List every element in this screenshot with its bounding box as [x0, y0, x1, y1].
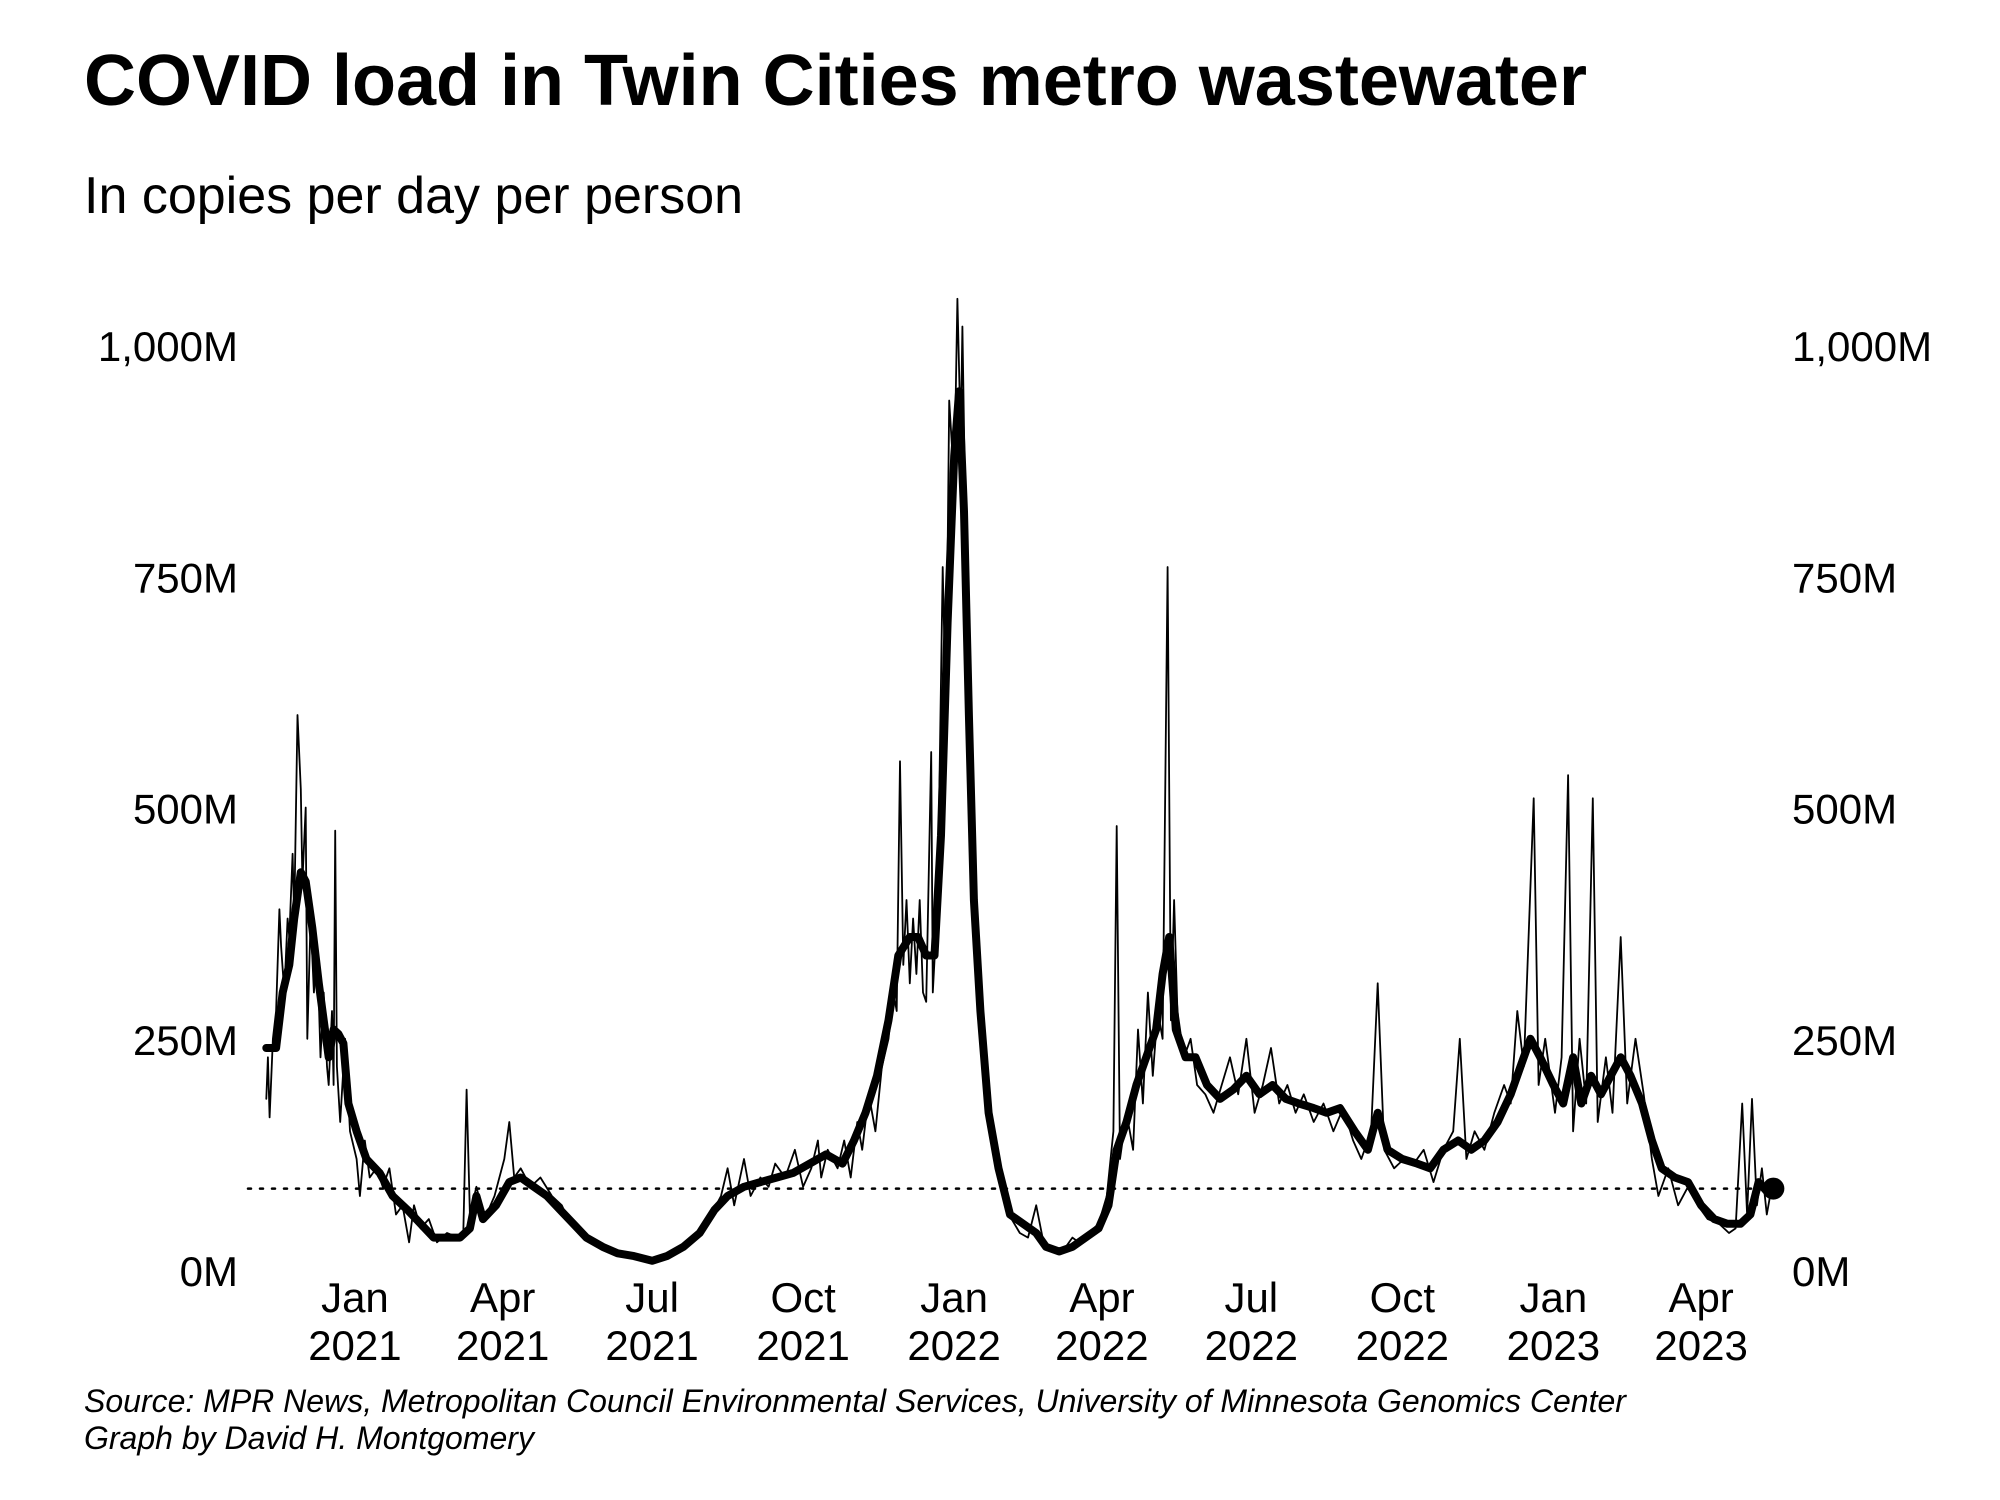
- x-tick-year: 2021: [456, 1322, 549, 1369]
- end-point-marker: [1762, 1177, 1785, 1200]
- x-tick-year: 2022: [1205, 1322, 1298, 1369]
- x-tick-label: Jul 2021: [605, 1274, 698, 1369]
- y-axis-left: 0M 250M 500M 750M 1,000M: [98, 323, 238, 1295]
- source-note: Source: MPR News, Metropolitan Council E…: [84, 1383, 1626, 1419]
- y-tick-label-right: 500M: [1792, 786, 1897, 833]
- x-tick-year: 2021: [308, 1322, 401, 1369]
- y-tick-label-right: 1,000M: [1792, 323, 1932, 370]
- x-tick-label: Oct 2021: [756, 1274, 849, 1369]
- y-tick-label-left: 0M: [180, 1248, 238, 1295]
- x-tick-month: Apr: [1069, 1274, 1134, 1321]
- x-tick-label: Oct 2022: [1356, 1274, 1449, 1369]
- x-tick-label: Apr 2021: [456, 1274, 549, 1369]
- line-chart: 0M 250M 500M 750M 1,000M 0M 250M 500M 750M 1,000…: [98, 297, 1932, 1369]
- x-tick-month: Jul: [1224, 1274, 1278, 1321]
- rolling-average-line: [262, 387, 1778, 1265]
- x-tick-label: Jan 2023: [1507, 1274, 1600, 1369]
- x-tick-label: Apr 2023: [1654, 1274, 1747, 1369]
- chart-subtitle: In copies per day per person: [84, 167, 744, 225]
- daily-values-line: [265, 297, 1773, 1262]
- x-tick-year: 2023: [1507, 1322, 1600, 1369]
- x-tick-month: Oct: [1370, 1274, 1436, 1321]
- x-tick-year: 2022: [1055, 1322, 1148, 1369]
- y-tick-label-left: 1,000M: [98, 323, 238, 370]
- series-layer: [262, 297, 1778, 1265]
- x-tick-month: Jan: [321, 1274, 389, 1321]
- y-axis-right: 0M 250M 500M 750M 1,000M: [1792, 323, 1932, 1295]
- x-tick-year: 2023: [1654, 1322, 1747, 1369]
- x-tick-year: 2022: [907, 1322, 1000, 1369]
- x-tick-month: Apr: [470, 1274, 535, 1321]
- x-tick-label: Jan 2021: [308, 1274, 401, 1369]
- x-tick-month: Jan: [920, 1274, 988, 1321]
- x-tick-month: Oct: [770, 1274, 836, 1321]
- y-tick-label-left: 250M: [133, 1017, 238, 1064]
- x-tick-year: 2021: [756, 1322, 849, 1369]
- chart-title: COVID load in Twin Cities metro wastewat…: [84, 41, 1587, 121]
- credit-note: Graph by David H. Montgomery: [84, 1420, 534, 1456]
- y-tick-label-right: 250M: [1792, 1017, 1897, 1064]
- x-tick-year: 2021: [605, 1322, 698, 1369]
- y-tick-label-right: 0M: [1792, 1248, 1850, 1295]
- x-tick-label: Jul 2022: [1205, 1274, 1298, 1369]
- x-tick-label: Jan 2022: [907, 1274, 1000, 1369]
- y-tick-label-left: 500M: [133, 786, 238, 833]
- x-tick-label: Apr 2022: [1055, 1274, 1148, 1369]
- x-tick-month: Jan: [1520, 1274, 1588, 1321]
- y-tick-label-right: 750M: [1792, 554, 1897, 601]
- x-tick-year: 2022: [1356, 1322, 1449, 1369]
- x-tick-month: Apr: [1668, 1274, 1733, 1321]
- y-tick-label-left: 750M: [133, 554, 238, 601]
- x-tick-month: Jul: [625, 1274, 679, 1321]
